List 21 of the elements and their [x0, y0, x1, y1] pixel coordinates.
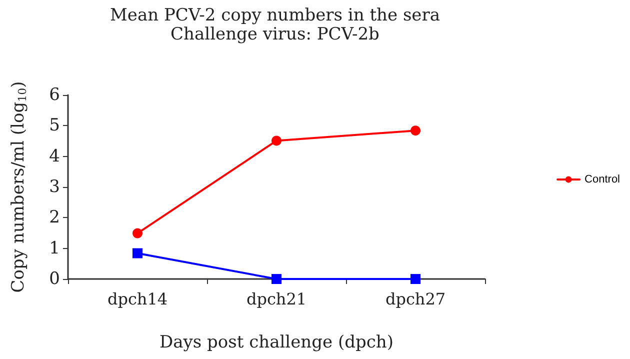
x-tick-label: dpch14 — [107, 290, 168, 308]
y-axis-title: Copy numbers/ml (log10) — [8, 81, 29, 293]
y-tick-label: 5 — [49, 116, 60, 136]
y-tick-label: 3 — [49, 177, 60, 197]
y-tick-label: 6 — [49, 85, 60, 105]
point — [132, 228, 142, 238]
point — [272, 136, 282, 146]
x-tick-label: dpch21 — [246, 290, 307, 308]
y-tick-label: 4 — [49, 146, 60, 166]
point — [410, 274, 420, 284]
chart-title: Mean PCV-2 copy numbers in the sera — [110, 6, 440, 26]
y-tick-label: 0 — [49, 269, 60, 289]
point — [410, 126, 420, 136]
x-axis-title: Days post challenge (dpch) — [160, 332, 394, 352]
point — [132, 248, 142, 258]
y-tick-label: 2 — [49, 208, 60, 228]
legend-label: Control — [584, 174, 620, 186]
chart-subtitle: Challenge virus: PCV-2b — [170, 24, 380, 44]
point — [272, 274, 282, 284]
y-tick-label: 1 — [49, 238, 60, 258]
x-tick-label: dpch27 — [385, 290, 446, 308]
